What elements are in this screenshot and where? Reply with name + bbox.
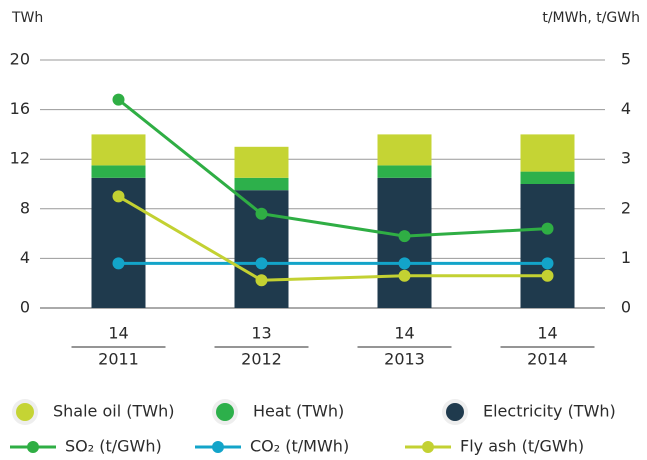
- line-series: [117, 195, 548, 282]
- legend-label: CO₂ (t/MWh): [250, 437, 349, 456]
- legend-label: Heat (TWh): [253, 402, 344, 421]
- legend-label: SO₂ (t/GWh): [65, 437, 162, 456]
- y2-axis-label: t/MWh, t/GWh: [542, 10, 640, 26]
- legend-swatch: [216, 403, 234, 421]
- y2-tick-label: 2: [621, 198, 631, 217]
- legend-label: Shale oil (TWh): [53, 402, 174, 421]
- y2-tick-label: 1: [621, 248, 631, 267]
- bar-segment: [377, 165, 432, 178]
- bar-segment: [377, 134, 432, 166]
- legend-label: Fly ash (t/GWh): [460, 437, 584, 456]
- bar-segment: [234, 177, 289, 191]
- x-tick-label: 2014: [527, 350, 568, 369]
- y-tick-label: 16: [10, 99, 30, 118]
- y-tick-label: 12: [10, 149, 30, 168]
- line-point: [112, 257, 125, 270]
- y2-tick-label: 4: [621, 99, 631, 118]
- legend-swatch: [212, 441, 224, 453]
- line-point: [541, 222, 554, 235]
- line-point: [255, 207, 268, 220]
- total-label: 14: [394, 324, 414, 343]
- bar-segment: [377, 177, 432, 308]
- x-tick-label: 2013: [384, 350, 425, 369]
- y-tick-label: 8: [20, 198, 30, 217]
- y-tick-label: 0: [20, 298, 30, 317]
- total-label: 14: [537, 324, 557, 343]
- line-point: [398, 230, 411, 243]
- y-axis-label: TWh: [11, 10, 43, 26]
- bar-segment: [520, 134, 575, 172]
- legend-swatch: [16, 403, 34, 421]
- bar-segment: [520, 184, 575, 308]
- y2-tick-label: 3: [621, 149, 631, 168]
- x-tick-label: 2012: [241, 350, 282, 369]
- line-point: [398, 269, 411, 282]
- bar-segment: [234, 146, 289, 178]
- bar-segment: [91, 134, 146, 166]
- line-point: [398, 257, 411, 270]
- line-point: [255, 274, 268, 287]
- total-label: 13: [251, 324, 271, 343]
- line-point: [541, 269, 554, 282]
- legend-label: Electricity (TWh): [483, 402, 616, 421]
- y-tick-label: 20: [10, 50, 30, 69]
- line-point: [112, 93, 125, 106]
- bar-segment: [520, 171, 575, 184]
- x-tick-label: 2011: [98, 350, 139, 369]
- y2-tick-label: 5: [621, 50, 631, 69]
- line-point: [541, 257, 554, 270]
- legend-swatch: [27, 441, 39, 453]
- y-tick-label: 4: [20, 248, 30, 267]
- y2-tick-label: 0: [621, 298, 631, 317]
- line-series: [117, 98, 548, 238]
- bar-segment: [91, 165, 146, 178]
- legend-swatch: [446, 403, 464, 421]
- line-point: [255, 257, 268, 270]
- line-point: [112, 190, 125, 203]
- total-label: 14: [108, 324, 128, 343]
- legend-swatch: [422, 441, 434, 453]
